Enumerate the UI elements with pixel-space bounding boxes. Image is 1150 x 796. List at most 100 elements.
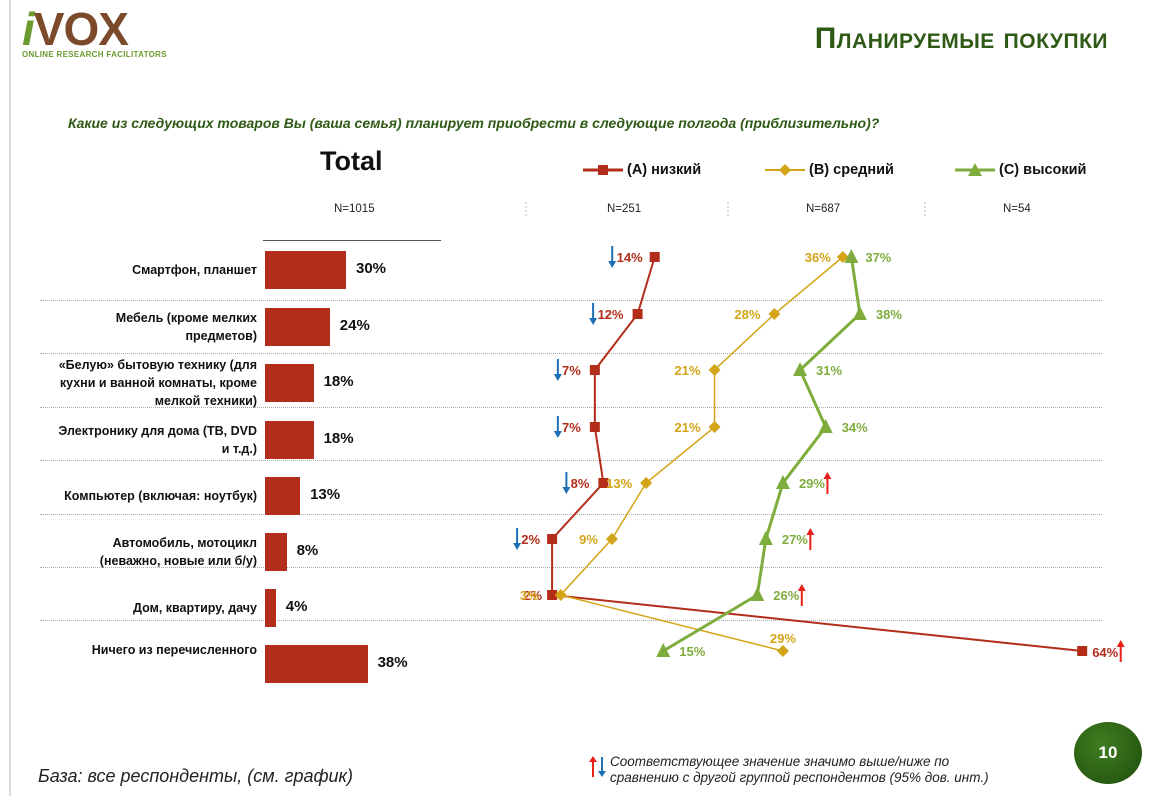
ivox-logo: iVOX ONLINE RESEARCH FACILITATORS (22, 3, 167, 59)
legend-triangle-icon (955, 163, 995, 176)
series-line (551, 256, 1083, 652)
category-label: Мебель (кроме мелких предметов) (115, 311, 257, 343)
total-bar-label: 38% (377, 654, 408, 671)
data-point (844, 249, 859, 263)
data-point (852, 306, 867, 320)
row-separator (40, 407, 1102, 408)
row-separator (40, 460, 1102, 461)
data-point (547, 534, 558, 544)
data-point (589, 422, 600, 432)
sig-down-arrow-icon (589, 303, 598, 325)
data-label: 2% (521, 532, 540, 547)
total-bar (265, 533, 287, 571)
total-bar-label: 4% (285, 598, 308, 615)
data-label: 13% (606, 476, 632, 491)
data-point (708, 421, 721, 433)
data-point (758, 531, 773, 545)
total-bar-label: 24% (339, 317, 370, 334)
data-point (793, 362, 808, 376)
total-bar-label: 30% (356, 260, 387, 277)
data-label: 34% (842, 420, 868, 435)
sig-down-arrow-icon (553, 416, 562, 438)
category-label: Дом, квартиру, дачу (133, 601, 257, 615)
total-axis-rule (263, 240, 441, 241)
row-separator (40, 353, 1102, 354)
data-label: 37% (865, 250, 891, 265)
data-label: 9% (579, 532, 598, 547)
total-bar (265, 589, 276, 627)
data-label: 38% (876, 307, 902, 322)
data-label: 29% (799, 476, 825, 491)
category-label: Ничего из перечисленного (91, 643, 257, 657)
logo-subtitle: ONLINE RESEARCH FACILITATORS (22, 50, 167, 59)
data-point (605, 533, 618, 545)
data-label: 8% (571, 476, 590, 491)
data-label: 28% (734, 307, 760, 322)
category-label: «Белую» бытовую технику (для кухни и ванн… (58, 358, 257, 408)
sig-down-arrow-icon (513, 528, 522, 550)
data-point (776, 645, 789, 657)
data-label: 21% (675, 420, 701, 435)
data-point (554, 589, 567, 601)
sig-down-arrow-icon (608, 246, 617, 268)
group-low-n: N=251 (607, 203, 642, 215)
total-bar-label: 18% (323, 430, 354, 447)
data-point (656, 643, 671, 657)
row-separator (40, 567, 1102, 568)
legend-square-icon (583, 165, 623, 175)
survey-question: Какие из следующих товаров Вы (ваша семь… (68, 115, 880, 131)
total-bar-label: 18% (323, 373, 354, 390)
sig-arrows-icon (589, 756, 606, 777)
left-border (9, 0, 11, 796)
legend-item-low: (А) низкий (583, 162, 701, 178)
sig-down-arrow-icon (562, 472, 571, 494)
total-bar (265, 421, 314, 459)
data-label: 7% (562, 420, 581, 435)
data-label: 2% (523, 588, 542, 603)
base-note: База: все респонденты, (см. график) (38, 766, 354, 786)
data-point (1077, 646, 1088, 656)
total-bar (265, 251, 346, 289)
data-label: 12% (598, 307, 624, 322)
sig-up-arrow-icon (797, 584, 806, 606)
data-label: 14% (617, 250, 643, 265)
data-point (640, 477, 653, 489)
data-point (768, 308, 781, 320)
row-separator (40, 300, 1102, 301)
total-bar (265, 477, 301, 515)
data-label: 15% (679, 644, 705, 659)
data-label: 31% (816, 363, 842, 378)
data-point (836, 251, 849, 263)
data-point (547, 590, 558, 600)
group-mid-n: N=687 (806, 203, 841, 215)
sig-up-arrow-icon (823, 472, 832, 494)
data-point (750, 587, 765, 601)
row-separator (40, 620, 1102, 621)
data-point (775, 475, 790, 489)
total-bar-label: 13% (310, 486, 341, 503)
sig-down-arrow-icon (553, 359, 562, 381)
data-point (649, 252, 660, 262)
data-point (818, 419, 833, 433)
significance-note: Соответствующее значение значимо выше/ни… (610, 754, 989, 785)
sig-up-arrow-icon (806, 528, 815, 550)
total-bar (265, 364, 314, 402)
total-bar (265, 308, 330, 346)
page-title: Планируемые покупки (814, 22, 1108, 55)
category-label: Смартфон, планшет (132, 263, 257, 277)
category-label: Автомобиль, мотоцикл (неважно, новые или … (99, 536, 257, 568)
data-label: 26% (773, 588, 799, 603)
data-label: 64% (1092, 645, 1118, 660)
row-separator (40, 514, 1102, 515)
category-label: Компьютер (включая: ноутбук) (64, 489, 257, 503)
total-bar (265, 645, 368, 683)
data-label: 27% (782, 532, 808, 547)
data-point (598, 478, 609, 488)
category-label: Электронику для дома (ТВ, DVD и т.д.) (58, 424, 257, 456)
page-number: 10 (1074, 722, 1142, 784)
data-point (589, 365, 600, 375)
legend-item-mid: (В) средний (765, 162, 894, 178)
sig-up-arrow-icon (1116, 640, 1125, 662)
group-high-n: N=54 (1003, 203, 1031, 215)
